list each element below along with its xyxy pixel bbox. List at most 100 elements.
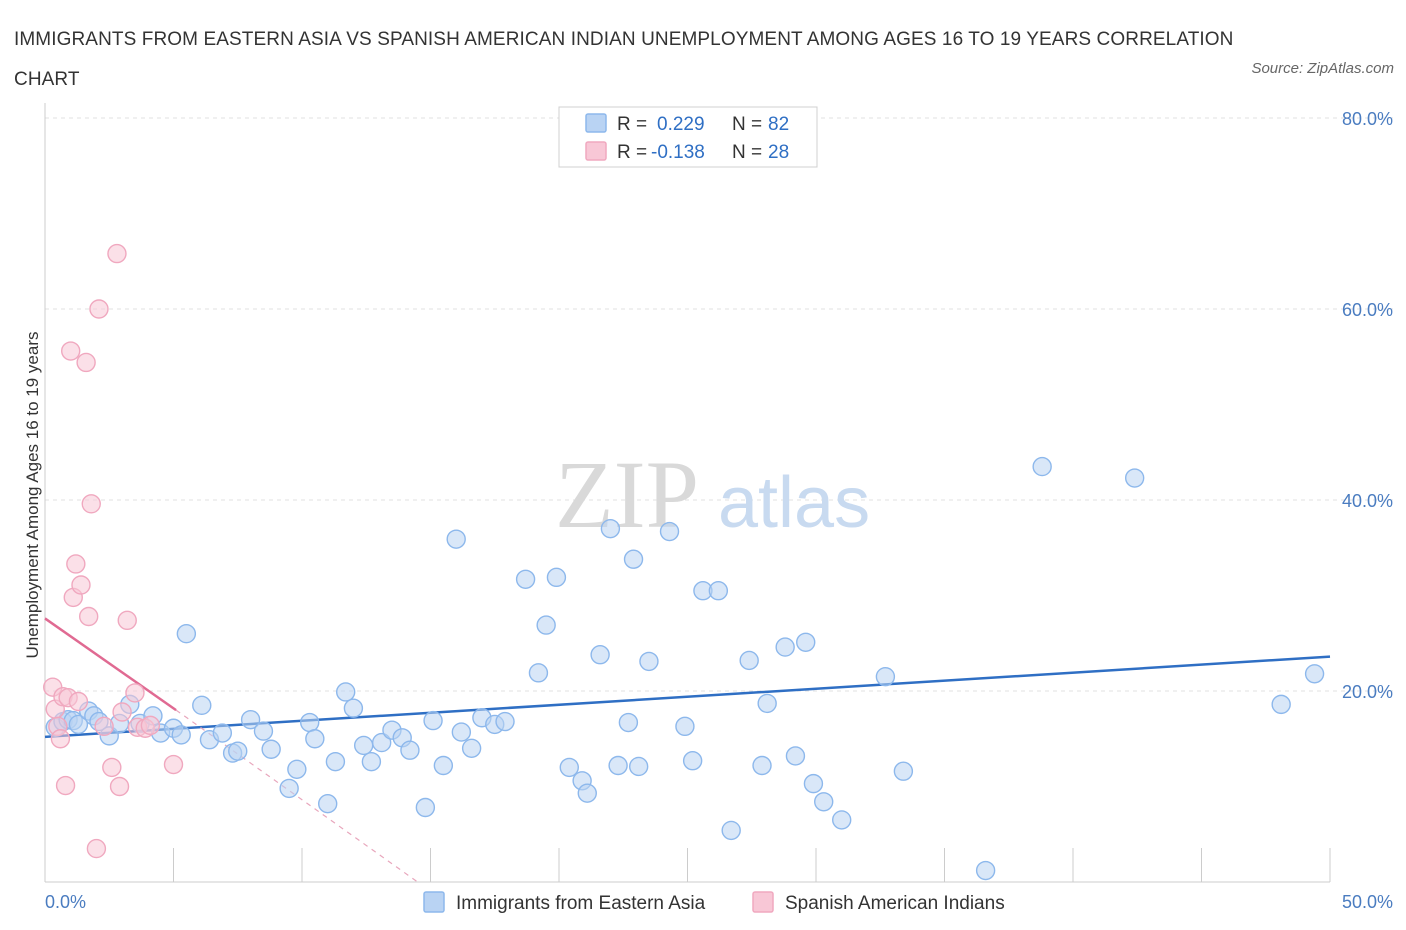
point-eastern-asia [240,709,261,730]
point-spanish-american-indian [102,757,122,778]
point-eastern-asia [590,645,610,665]
legend: R = 0.229 N = 82 R = -0.138 N = 28 [558,106,818,168]
legend-r-value-pink: -0.138 [651,142,705,163]
point-eastern-asia [628,756,649,777]
point-eastern-asia [495,711,515,732]
point-eastern-asia [192,695,212,716]
series-legend: Immigrants from Eastern Asia Spanish Ame… [423,891,1005,914]
point-eastern-asia [325,751,346,772]
point-spanish-american-indian [109,776,130,797]
point-spanish-american-indian [66,554,86,574]
point-eastern-asia [893,761,914,781]
point-eastern-asia [752,755,772,776]
point-eastern-asia [446,529,466,549]
point-eastern-asia [675,716,695,737]
point-spanish-american-indian [125,683,145,703]
legend-r-label-blue: R = [617,114,647,135]
point-eastern-asia [600,518,621,539]
point-eastern-asia [1271,694,1291,715]
legend-n-value-blue: 82 [768,114,789,135]
point-eastern-asia [400,740,420,760]
point-eastern-asia [253,721,274,741]
point-eastern-asia [832,810,852,830]
point-eastern-asia [618,712,639,733]
point-eastern-asia [623,549,644,569]
point-spanish-american-indian [81,494,101,514]
point-eastern-asia [682,751,703,771]
point-eastern-asia [577,783,597,803]
point-eastern-asia [343,698,364,718]
point-eastern-asia [528,663,549,683]
series-legend-label-blue: Immigrants from Eastern Asia [456,893,706,914]
point-eastern-asia [415,797,436,818]
point-eastern-asia [536,615,556,635]
point-eastern-asia [1304,664,1325,684]
point-eastern-asia [433,755,454,776]
point-eastern-asia [1032,456,1052,477]
chart-title: IMMIGRANTS FROM EASTERN ASIA VS SPANISH … [14,29,1234,90]
legend-swatch-blue [585,113,607,133]
point-eastern-asia [659,521,680,542]
point-eastern-asia [287,759,307,780]
point-eastern-asia [721,820,741,841]
y-tick-label: 60.0% [1342,300,1393,320]
point-eastern-asia [708,581,729,601]
point-eastern-asia [451,722,472,742]
point-eastern-asia [353,735,374,756]
point-eastern-asia [546,567,567,588]
point-eastern-asia [757,693,777,714]
legend-swatch-pink [585,141,607,161]
axes [44,103,1331,883]
point-eastern-asia [279,778,299,799]
point-eastern-asia [371,732,392,753]
point-eastern-asia [176,624,197,644]
point-eastern-asia [423,710,443,731]
point-spanish-american-indian [78,606,99,627]
point-spanish-american-indian [140,715,161,736]
legend-n-label-pink: N = [732,142,762,163]
legend-n-value-pink: 28 [768,142,789,163]
point-eastern-asia [1124,468,1145,488]
point-eastern-asia [814,792,834,812]
point-eastern-asia [875,666,896,687]
point-eastern-asia [796,632,816,652]
y-tick-label: 80.0% [1342,109,1393,129]
grid-lines [45,117,1395,692]
point-spanish-american-indian [68,691,89,712]
x-tick-label: 0.0% [45,892,86,912]
x-tick-label: 50.0% [1342,892,1393,912]
point-eastern-asia [775,637,795,657]
legend-n-label-blue: N = [732,114,762,135]
point-spanish-american-indian [86,838,107,859]
point-eastern-asia [785,746,806,766]
source-credit: Source: ZipAtlas.com [1251,60,1394,77]
series-legend-swatch-pink [752,891,774,913]
point-spanish-american-indian [112,702,132,722]
point-spanish-american-indian [163,754,184,775]
point-spanish-american-indian [76,352,96,373]
point-eastern-asia [171,725,191,745]
point-spanish-american-indian [71,575,91,595]
point-spanish-american-indian [89,299,109,319]
y-axis-title: Unemployment Among Ages 16 to 19 years [23,332,42,659]
point-eastern-asia [228,741,248,761]
point-eastern-asia [300,712,320,733]
point-eastern-asia [559,757,579,778]
point-eastern-asia [739,650,759,671]
point-spanish-american-indian [117,610,137,631]
point-eastern-asia [261,739,281,759]
trend-line-spanish-american-indian [44,617,177,712]
data-points [43,243,1325,881]
watermark: ZIP atlas [555,441,870,548]
point-eastern-asia [68,714,89,735]
point-eastern-asia [212,723,233,743]
y-tick-label: 20.0% [1342,682,1393,702]
point-eastern-asia [335,682,356,702]
point-eastern-asia [975,860,996,881]
point-spanish-american-indian [94,716,114,737]
series-legend-label-pink: Spanish American Indians [785,893,1005,914]
point-eastern-asia [318,793,338,814]
point-spanish-american-indian [55,775,76,796]
tick-labels: 20.0% 40.0% 60.0% 80.0% 0.0% 50.0% [45,109,1393,912]
